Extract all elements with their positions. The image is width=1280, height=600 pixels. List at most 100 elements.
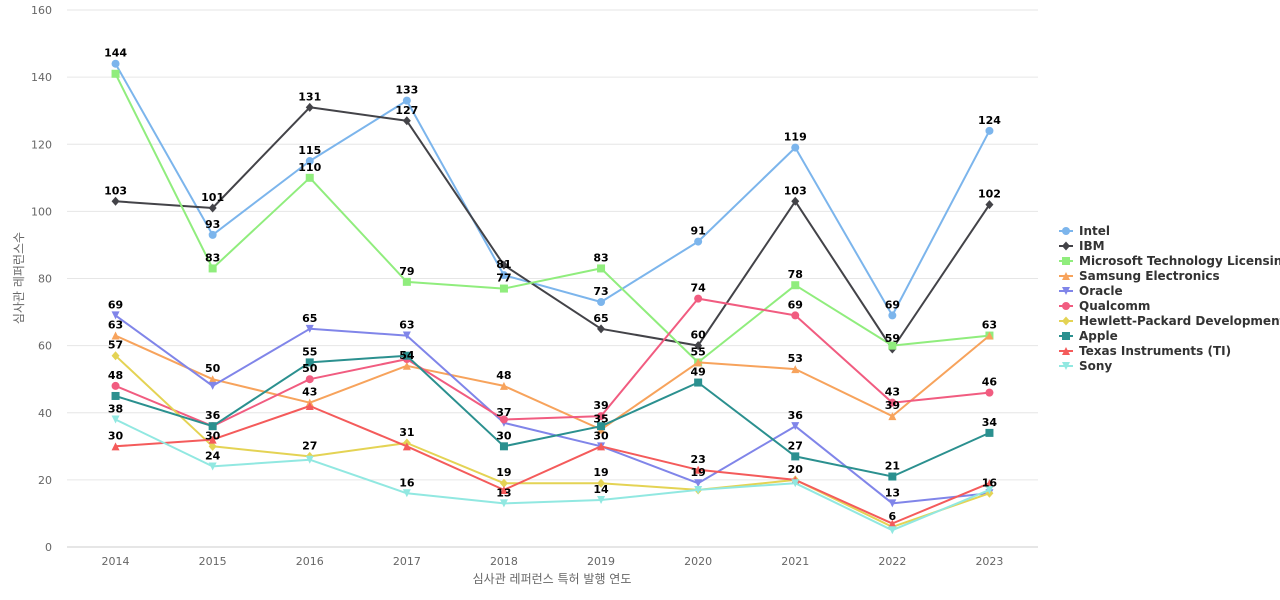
- data-point-intel[interactable]: [597, 297, 606, 306]
- data-point-apple[interactable]: [985, 428, 994, 437]
- data-point-texas-instruments-ti[interactable]: [402, 442, 411, 451]
- legend-symbol[interactable]: [1062, 257, 1070, 265]
- data-point-ibm[interactable]: [985, 200, 994, 210]
- data-point-apple[interactable]: [111, 391, 120, 400]
- legend-symbol[interactable]: [1062, 302, 1070, 310]
- data-point-apple[interactable]: [694, 378, 703, 387]
- data-point-samsung-electronics[interactable]: [208, 375, 217, 384]
- data-point-sony[interactable]: [402, 489, 411, 498]
- data-point-hewlett-packard-development[interactable]: [208, 441, 217, 451]
- data-point-texas-instruments-ti[interactable]: [208, 435, 217, 444]
- legend-item-oracle[interactable]: Oracle: [1059, 284, 1123, 298]
- data-point-ibm[interactable]: [597, 324, 606, 334]
- data-point-texas-instruments-ti[interactable]: [888, 519, 897, 528]
- data-point-sony[interactable]: [499, 499, 508, 508]
- data-point-samsung-electronics[interactable]: [888, 412, 897, 421]
- data-point-sony[interactable]: [208, 462, 217, 471]
- data-point-sony[interactable]: [111, 415, 120, 424]
- data-point-oracle[interactable]: [888, 499, 897, 508]
- data-point-ibm[interactable]: [208, 203, 217, 213]
- data-point-qualcomm[interactable]: [985, 388, 994, 397]
- legend-item-sony[interactable]: Sony: [1059, 359, 1112, 373]
- data-point-qualcomm[interactable]: [597, 412, 606, 421]
- data-point-apple[interactable]: [791, 452, 800, 461]
- legend-item-qualcomm[interactable]: Qualcomm: [1059, 299, 1150, 313]
- data-point-texas-instruments-ti[interactable]: [597, 442, 606, 451]
- data-point-samsung-electronics[interactable]: [111, 331, 120, 340]
- data-point-samsung-electronics[interactable]: [694, 358, 703, 367]
- data-point-ibm[interactable]: [305, 102, 314, 112]
- data-point-intel[interactable]: [985, 126, 994, 135]
- data-point-apple[interactable]: [499, 442, 508, 451]
- data-point-texas-instruments-ti[interactable]: [985, 479, 994, 488]
- data-point-apple[interactable]: [305, 358, 314, 367]
- data-point-ibm[interactable]: [402, 116, 411, 126]
- data-point-texas-instruments-ti[interactable]: [305, 402, 314, 411]
- data-point-oracle[interactable]: [791, 422, 800, 431]
- data-point-sony[interactable]: [985, 485, 994, 494]
- data-point-apple[interactable]: [888, 472, 897, 481]
- data-point-hewlett-packard-development[interactable]: [499, 478, 508, 488]
- legend-symbol[interactable]: [1062, 227, 1070, 235]
- data-point-qualcomm[interactable]: [305, 375, 314, 384]
- data-point-apple[interactable]: [597, 422, 606, 431]
- data-point-qualcomm[interactable]: [499, 415, 508, 424]
- legend-item-intel[interactable]: Intel: [1059, 224, 1110, 238]
- data-point-hewlett-packard-development[interactable]: [111, 351, 120, 361]
- data-point-oracle[interactable]: [305, 324, 314, 333]
- data-point-microsoft-technology-licensing[interactable]: [111, 69, 120, 78]
- data-point-sony[interactable]: [888, 526, 897, 535]
- data-point-sony[interactable]: [694, 485, 703, 494]
- data-point-samsung-electronics[interactable]: [791, 365, 800, 374]
- data-point-microsoft-technology-licensing[interactable]: [305, 173, 314, 182]
- data-point-ibm[interactable]: [694, 341, 703, 351]
- data-point-qualcomm[interactable]: [791, 311, 800, 320]
- legend-item-texas-instruments-ti[interactable]: Texas Instruments (TI): [1059, 344, 1231, 358]
- legend-symbol[interactable]: [1062, 347, 1070, 355]
- data-point-microsoft-technology-licensing[interactable]: [597, 264, 606, 273]
- legend-symbol[interactable]: [1062, 272, 1070, 280]
- data-point-ibm[interactable]: [791, 196, 800, 206]
- data-point-qualcomm[interactable]: [694, 294, 703, 303]
- data-point-intel[interactable]: [791, 143, 800, 152]
- data-point-apple[interactable]: [402, 351, 411, 360]
- data-point-samsung-electronics[interactable]: [402, 361, 411, 370]
- data-point-intel[interactable]: [499, 271, 508, 280]
- data-point-ibm[interactable]: [499, 260, 508, 270]
- data-point-intel[interactable]: [888, 311, 897, 320]
- data-point-samsung-electronics[interactable]: [985, 331, 994, 340]
- data-point-texas-instruments-ti[interactable]: [111, 442, 120, 451]
- data-point-microsoft-technology-licensing[interactable]: [791, 281, 800, 290]
- legend-item-ibm[interactable]: IBM: [1059, 239, 1105, 253]
- data-point-microsoft-technology-licensing[interactable]: [208, 264, 217, 273]
- legend-symbol[interactable]: [1062, 332, 1070, 340]
- legend-symbol[interactable]: [1062, 241, 1070, 251]
- legend-symbol[interactable]: [1062, 287, 1070, 295]
- legend-item-hewlett-packard-development[interactable]: Hewlett-Packard Development: [1059, 314, 1280, 328]
- legend-symbol[interactable]: [1062, 362, 1070, 370]
- data-point-intel[interactable]: [305, 157, 314, 166]
- data-point-texas-instruments-ti[interactable]: [499, 485, 508, 494]
- data-point-sony[interactable]: [597, 496, 606, 505]
- legend-symbol[interactable]: [1062, 316, 1070, 326]
- data-point-sony[interactable]: [791, 479, 800, 488]
- data-point-apple[interactable]: [208, 422, 217, 431]
- data-point-ibm[interactable]: [111, 196, 120, 206]
- data-point-qualcomm[interactable]: [888, 398, 897, 407]
- legend-item-samsung-electronics[interactable]: Samsung Electronics: [1059, 269, 1220, 283]
- data-point-oracle[interactable]: [111, 311, 120, 320]
- legend-item-apple[interactable]: Apple: [1059, 329, 1118, 343]
- data-point-oracle[interactable]: [694, 479, 703, 488]
- data-point-hewlett-packard-development[interactable]: [597, 478, 606, 488]
- legend-item-microsoft-technology-licensing[interactable]: Microsoft Technology Licensing: [1059, 254, 1280, 268]
- data-point-sony[interactable]: [305, 455, 314, 464]
- data-point-oracle[interactable]: [402, 331, 411, 340]
- data-point-intel[interactable]: [208, 230, 217, 239]
- data-point-intel[interactable]: [402, 96, 411, 105]
- data-point-oracle[interactable]: [208, 381, 217, 390]
- data-point-microsoft-technology-licensing[interactable]: [402, 277, 411, 286]
- data-point-intel[interactable]: [111, 59, 120, 68]
- data-point-microsoft-technology-licensing[interactable]: [888, 341, 897, 350]
- data-point-qualcomm[interactable]: [111, 381, 120, 390]
- data-point-intel[interactable]: [694, 237, 703, 246]
